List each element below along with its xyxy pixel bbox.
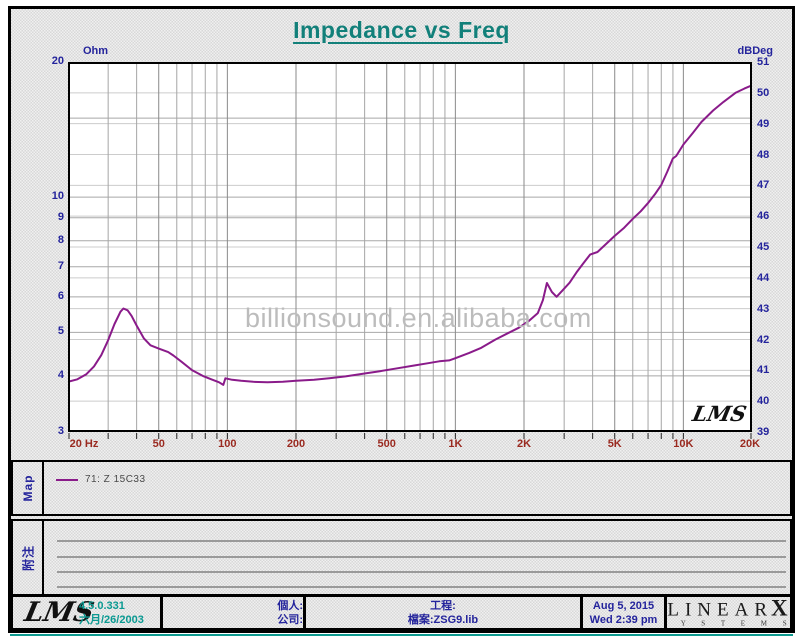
lms-plot-logo: LMS: [690, 401, 749, 426]
left-axis-unit-label: Ohm: [83, 45, 109, 57]
statusbar-divider: [580, 595, 583, 630]
notes-ruled-line: [57, 586, 786, 588]
x-tick-label: 2K: [516, 438, 532, 450]
left-tick-label: 3: [57, 425, 64, 437]
right-tick-label: 43: [757, 302, 770, 315]
map-side-cell: Map: [13, 462, 44, 514]
statusbar-brand-cell: LINEARX S Y S T E M S: [667, 597, 788, 628]
x-tick-label: 1K: [448, 438, 463, 450]
date-text: Aug 5, 2015: [592, 600, 655, 612]
x-tick-label: 500: [377, 438, 396, 450]
impedance-curve: [68, 84, 752, 386]
page-title: Impedance vs Freq: [293, 17, 510, 43]
notes-ruled-line: [57, 556, 786, 558]
left-tick-label: 20: [51, 55, 64, 67]
legend-line-swatch: [56, 478, 78, 481]
right-tick-label: 51: [757, 56, 770, 68]
linearx-systems-text: S Y S T E M S: [667, 619, 788, 627]
right-tick-label: 41: [757, 364, 770, 377]
x-tick-label: 10K: [673, 438, 694, 450]
right-tick-label: 39: [757, 426, 770, 438]
linearx-logo: LINEARX S Y S T E M S: [667, 597, 788, 627]
statusbar-project-cell: 工程: 檔案:ZSG9.lib: [306, 597, 580, 630]
x-tick-label: 20 Hz: [69, 438, 99, 450]
linearx-x: X: [771, 597, 788, 620]
left-tick-label: 6: [57, 289, 64, 302]
right-tick-label: 49: [757, 117, 770, 130]
left-tick-label: 5: [57, 325, 64, 338]
right-tick-label: 45: [757, 241, 770, 253]
right-tick-label: 42: [757, 333, 770, 346]
right-tick-label: 46: [757, 210, 770, 223]
watermark-text: billionsound.en.alibaba.com: [245, 303, 592, 333]
right-tick-label: 47: [757, 179, 770, 192]
left-tick-label: 7: [57, 259, 64, 272]
statusbar-version-cell: LMS 4.5.0.331 六月/26/2003: [13, 597, 160, 628]
file-label: 檔案:ZSG9.lib: [407, 614, 479, 626]
version-text: 4.5.0.331: [79, 600, 125, 612]
legend-label: 71: Z 15C33: [85, 474, 146, 485]
x-tick-label: 5K: [607, 438, 622, 450]
company-label: 公司:: [277, 614, 303, 626]
status-bar: [11, 595, 792, 630]
left-tick-label: 4: [57, 368, 64, 381]
linearx-name: LINEAR: [667, 599, 774, 620]
map-section-label: Map: [20, 474, 35, 502]
plot-border: [68, 62, 752, 432]
right-axis-unit-label: dBDeg: [737, 45, 773, 57]
legend-item: 71: Z 15C33: [56, 474, 146, 485]
version-date-text: 六月/26/2003: [79, 614, 144, 626]
map-section: Map 71: Z 15C33: [11, 460, 792, 516]
left-tick-label: 10: [51, 190, 64, 203]
bottom-accent-line: [10, 634, 793, 636]
x-tick-label: 50: [152, 438, 165, 450]
right-tick-label: 50: [757, 86, 770, 99]
statusbar-divider: [303, 595, 306, 630]
notes-ruled-line: [57, 540, 786, 542]
x-tick-label: 200: [286, 438, 306, 450]
project-label: 工程:: [430, 600, 456, 612]
main-frame: Impedance vs Freq Ohm dBDeg 20 10 9 8 7 6 5 4 3 …: [8, 6, 795, 633]
right-tick-label: 48: [757, 148, 770, 161]
left-tick-label: 9: [57, 210, 64, 223]
right-tick-label: 44: [757, 271, 770, 284]
statusbar-identity-cell: 個人: 公司:: [163, 597, 313, 630]
notes-ruled-line: [57, 571, 786, 573]
notes-section-label: 附注: [21, 544, 35, 571]
x-tick-label: 20K: [739, 438, 761, 450]
person-label: 個人:: [277, 600, 303, 612]
impedance-plot: [68, 62, 752, 439]
notes-section: 附注: [11, 519, 792, 596]
statusbar-datetime-cell: Aug 5, 2015 Wed 2:39 pm: [583, 597, 664, 630]
right-tick-label: 40: [757, 395, 770, 408]
x-tick-label: 100: [218, 438, 237, 450]
time-text: Wed 2:39 pm: [589, 614, 658, 626]
left-tick-label: 8: [57, 233, 64, 246]
statusbar-divider: [664, 595, 667, 630]
statusbar-divider: [160, 595, 163, 630]
notes-side-cell: 附注: [13, 521, 44, 594]
